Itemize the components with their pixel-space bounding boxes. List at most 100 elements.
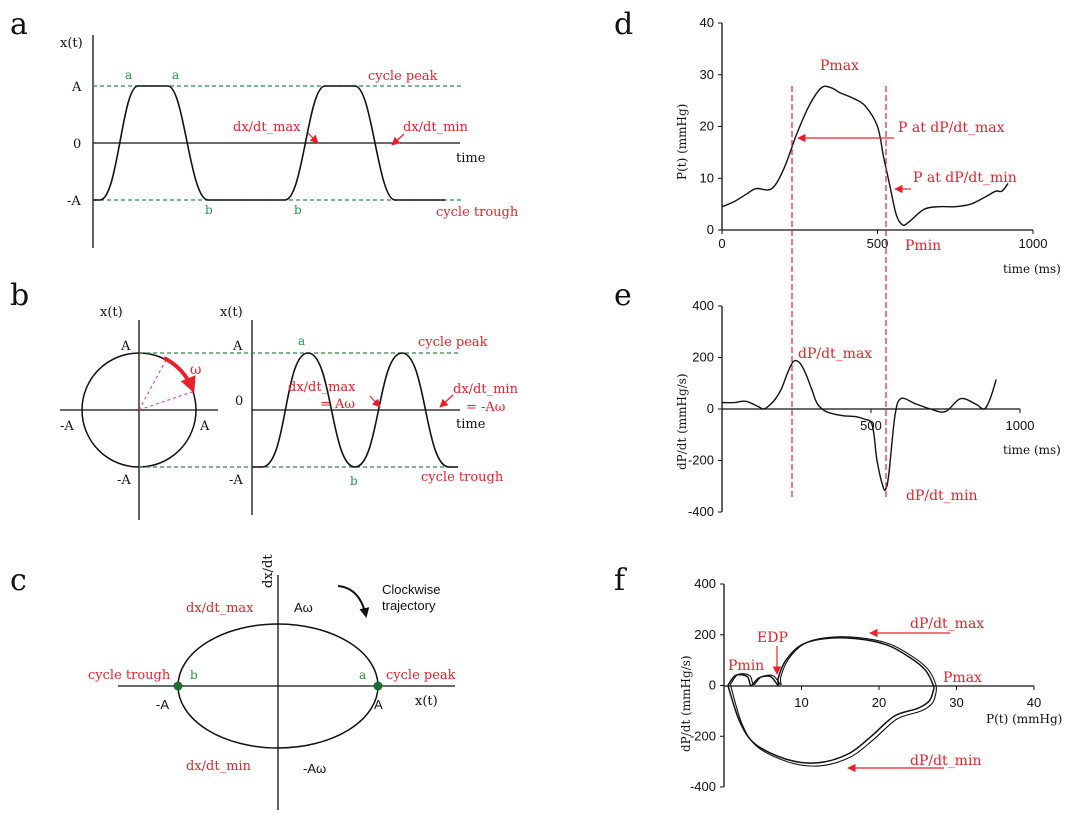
- panel-b-wave: [252, 352, 458, 468]
- panel-e-x-label: time (ms): [1003, 443, 1061, 457]
- panel-c-a-omega: Aω: [294, 600, 313, 615]
- panel-e-y-tick-label: 0: [707, 401, 714, 416]
- panel-f-dpmax: dP/dt_max: [910, 616, 984, 632]
- panel-b-tick-negA: -A: [229, 473, 243, 488]
- panel-b-dxmax-eq: = Aω: [320, 397, 355, 412]
- panel-a-dxmin-arrow: [391, 133, 405, 146]
- panel-b-dxmax-label: dx/dt_max: [288, 380, 356, 395]
- panel-c-x-label: x(t): [415, 694, 438, 709]
- panel-b-circle-left: -A: [60, 419, 74, 434]
- panel-a-point-a1: a: [125, 68, 132, 82]
- panel-b: x(t) A -A A -A ω x(t) A 0 -A time cycle …: [60, 305, 519, 520]
- panel-c-neg-a-omega: -Aω: [303, 761, 326, 776]
- panel-b-circle-y-label: x(t): [100, 305, 123, 320]
- panel-e-x-tick-label: 1000: [1006, 418, 1035, 433]
- panel-a-tick-negA: -A: [67, 194, 81, 209]
- panel-e-y-tick-label: 200: [692, 350, 714, 365]
- panel-c-dot-trough: [173, 681, 183, 691]
- panel-a-y-label: x(t): [60, 36, 83, 51]
- panel-b-dxmin-eq: = -Aω: [466, 400, 505, 415]
- panel-f: -400 -200 0 200 400 10 20 30 40 dP/dt (mmHg/s) P…: [679, 576, 1062, 794]
- panel-d-x-tick-label: 500: [867, 236, 889, 251]
- panel-b-circle-right: A: [199, 419, 210, 434]
- panel-f-phase-loop-secondary: [729, 636, 938, 767]
- panel-a-x-label: time: [456, 151, 486, 166]
- panel-f-edp: EDP: [757, 630, 788, 646]
- panel-c-point-b: b: [190, 668, 198, 682]
- panel-f-y-tick-label: 200: [694, 627, 716, 642]
- panel-d-y-tick-label: 0: [707, 222, 714, 237]
- panel-e-y-tick-label: -400: [688, 504, 714, 519]
- panel-b-circle-top: A: [120, 339, 131, 354]
- panel-b-dxmax-arrow: [369, 395, 381, 408]
- panel-c-y-label: dx/dt: [261, 554, 276, 588]
- panel-label-a: a: [10, 7, 28, 42]
- panel-c-peak: cycle peak: [386, 668, 456, 683]
- panel-f-dpmin: dP/dt_min: [910, 753, 981, 769]
- panel-a-point-b2: b: [294, 203, 302, 217]
- panel-f-phase-loop: [727, 637, 935, 764]
- panel-f-y-tick-label: 400: [694, 576, 716, 591]
- panel-b-dxmin-arrow: [439, 394, 454, 408]
- panel-a-dxmax-label: dx/dt_max: [233, 120, 301, 135]
- panel-d-p-at-max: P at dP/dt_max: [898, 120, 1005, 136]
- panel-f-pmin: Pmin: [728, 658, 764, 674]
- panel-e-y-tick-label: -200: [688, 453, 714, 468]
- panel-label-f: f: [614, 563, 627, 598]
- panel-c-neg-A: -A: [156, 697, 169, 712]
- panel-label-e: e: [614, 278, 632, 313]
- panel-b-tick-0: 0: [235, 394, 243, 409]
- panel-d-x-tick-label: 1000: [1019, 236, 1048, 251]
- panel-b-radius-2: [138, 391, 193, 411]
- panel-d-pmin: Pmin: [905, 238, 941, 254]
- panel-d-y-tick-label: 40: [700, 15, 714, 30]
- panel-d-y-label: P(t) (mmHg): [675, 104, 689, 180]
- panel-c-A: A: [374, 697, 383, 712]
- panel-e-y-tick-label: 400: [692, 298, 714, 313]
- panel-b-circle-bottom: -A: [117, 473, 131, 488]
- panel-e-dpmin: dP/dt_min: [906, 488, 977, 504]
- panel-b-omega-arrow: [163, 356, 196, 393]
- panel-f-x-tick-label: 10: [794, 695, 808, 710]
- panel-e-y-label: dP/dt (mmHg/s): [675, 373, 689, 470]
- panel-c: dx/dt x(t) dx/dt_max dx/dt_min cycle tro…: [88, 554, 456, 810]
- panel-a-trough-label: cycle trough: [436, 205, 519, 220]
- panel-a-peak-label: cycle peak: [368, 69, 438, 84]
- panel-d-x-tick-label: 0: [718, 236, 725, 251]
- panel-a-dxmin-label: dx/dt_min: [403, 120, 469, 135]
- panel-a: x(t) A 0 -A time cycle peak cycle trough…: [60, 35, 519, 248]
- panel-a-tick-A: A: [71, 80, 82, 95]
- panel-f-pmax: Pmax: [943, 670, 982, 686]
- panel-a-dxmax-arrow: [307, 132, 319, 144]
- panel-f-y-tick-label: -400: [690, 779, 716, 794]
- panel-e-x-tick-label: 500: [860, 418, 882, 433]
- panel-f-y-tick-label: 0: [709, 678, 716, 693]
- panel-e: -400 -200 0 200 400 500 1000 dP/dt (mmHg/s) ti…: [675, 298, 1061, 519]
- panel-a-point-a2: a: [172, 68, 179, 82]
- panel-label-c: c: [10, 563, 27, 598]
- panel-e-dpdt-line: [721, 359, 997, 491]
- panel-label-d: d: [614, 7, 633, 42]
- panel-f-x-tick-label: 20: [872, 695, 886, 710]
- panel-b-peak-label: cycle peak: [418, 335, 488, 350]
- panel-d-pressure-line: [721, 85, 1009, 227]
- panel-b-trough-label: cycle trough: [421, 470, 504, 485]
- panel-c-dxmin: dx/dt_min: [186, 759, 252, 774]
- panel-b-omega: ω: [190, 362, 201, 378]
- panel-e-dpmax: dP/dt_max: [798, 346, 872, 362]
- panel-f-y-tick-label: -200: [690, 728, 716, 743]
- panel-a-point-b1: b: [205, 203, 213, 217]
- panel-f-x-tick-label: 30: [949, 695, 963, 710]
- panel-c-clockwise-label: Clockwise trajectory: [382, 582, 444, 613]
- panel-b-tick-A: A: [232, 339, 243, 354]
- panel-f-x-tick-label: 40: [1027, 695, 1041, 710]
- panel-c-dxmax: dx/dt_max: [186, 601, 254, 616]
- panel-f-y-label: dP/dt (mmHg/s): [679, 655, 693, 752]
- panel-b-x-label: time: [456, 417, 486, 432]
- panel-d-pmax: Pmax: [820, 58, 859, 74]
- panel-label-b: b: [10, 278, 29, 313]
- panel-f-x-label: P(t) (mmHg): [986, 712, 1062, 726]
- panel-d-y-tick-label: 20: [700, 119, 714, 134]
